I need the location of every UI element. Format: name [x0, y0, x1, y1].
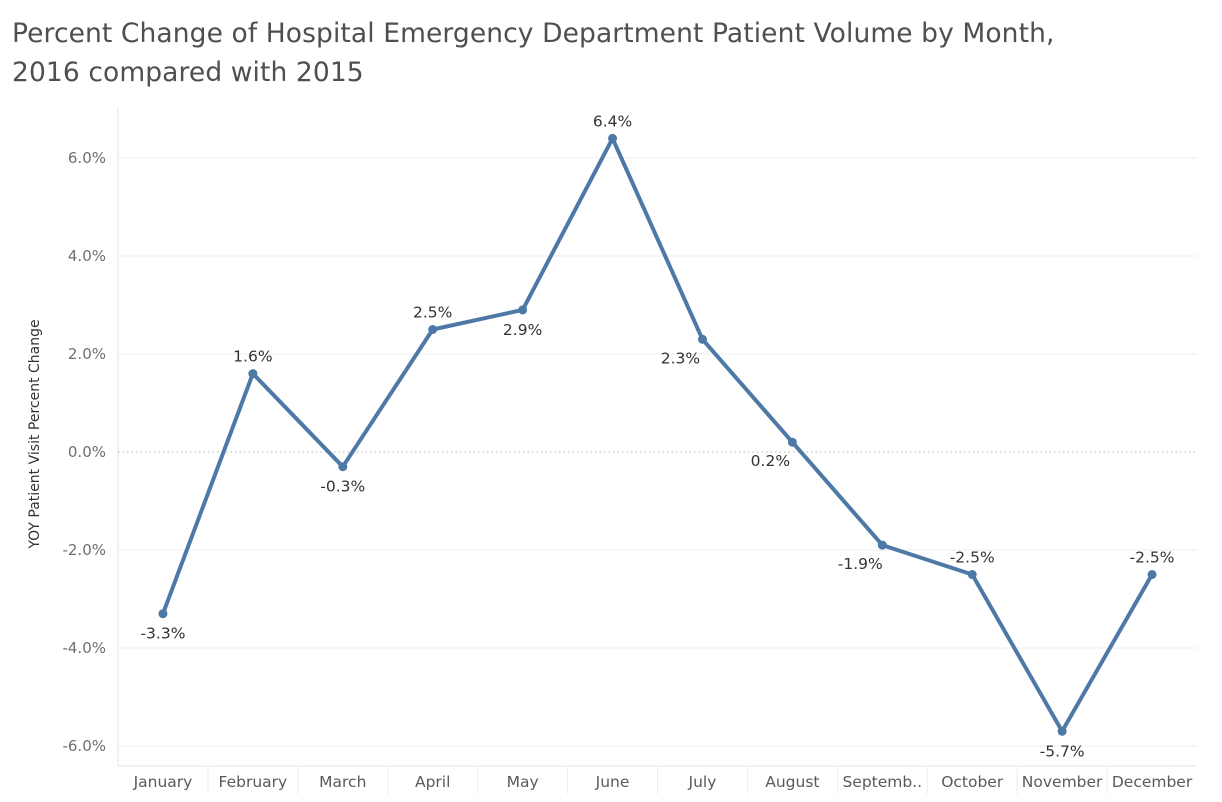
data-point: [1147, 570, 1157, 579]
y-tick-label: 0.0%: [68, 443, 106, 461]
chart-title: Percent Change of Hospital Emergency Dep…: [12, 14, 1192, 92]
data-label: 0.2%: [751, 452, 790, 470]
x-tick-label: Septemb..: [842, 773, 922, 791]
data-point: [338, 462, 348, 472]
data-point: [1057, 726, 1067, 736]
data-point: [967, 570, 977, 579]
data-label: -2.5%: [950, 549, 995, 567]
y-tick-label: 4.0%: [68, 247, 106, 265]
data-label: 1.6%: [233, 348, 272, 366]
data-label: -3.3%: [140, 625, 185, 643]
y-tick-label: -2.0%: [62, 541, 106, 559]
data-label: 2.3%: [661, 349, 700, 367]
data-point: [877, 540, 887, 550]
data-point: [248, 369, 258, 379]
data-label: -5.7%: [1040, 742, 1085, 760]
x-tick-label: October: [941, 773, 1004, 791]
x-tick-label: December: [1112, 773, 1193, 791]
data-point: [787, 437, 797, 447]
data-point: [697, 334, 707, 344]
series-line: [160, 136, 1155, 734]
data-point: [608, 133, 618, 143]
x-tick-label: July: [688, 773, 717, 791]
data-point: [158, 609, 168, 619]
x-tick-label: June: [595, 773, 630, 791]
y-tick-label: 6.0%: [68, 149, 106, 167]
data-point: [518, 305, 528, 315]
y-tick-label: 2.0%: [68, 345, 106, 363]
chart-title-line-2: 2016 compared with 2015: [12, 57, 364, 88]
x-tick-label: November: [1022, 773, 1103, 791]
x-tick-label: April: [415, 773, 450, 791]
chart-title-line-1: Percent Change of Hospital Emergency Dep…: [12, 18, 1055, 49]
y-tick-label: -4.0%: [62, 639, 106, 657]
data-label: 2.9%: [503, 321, 542, 339]
x-tick-label: May: [507, 773, 539, 791]
x-tick-label: January: [133, 773, 193, 791]
data-label: 2.5%: [413, 304, 452, 322]
data-label: -2.5%: [1130, 549, 1175, 567]
x-tick-label: August: [765, 773, 819, 791]
data-label: -0.3%: [320, 478, 365, 496]
y-axis-title: YOY Patient Visit Percent Change: [27, 319, 43, 549]
y-tick-label: -6.0%: [62, 737, 106, 755]
x-tick-label: February: [219, 773, 288, 791]
data-label: 6.4%: [593, 112, 632, 130]
data-label: -1.9%: [838, 555, 883, 573]
x-tick-label: March: [319, 773, 366, 791]
data-point: [428, 325, 438, 334]
